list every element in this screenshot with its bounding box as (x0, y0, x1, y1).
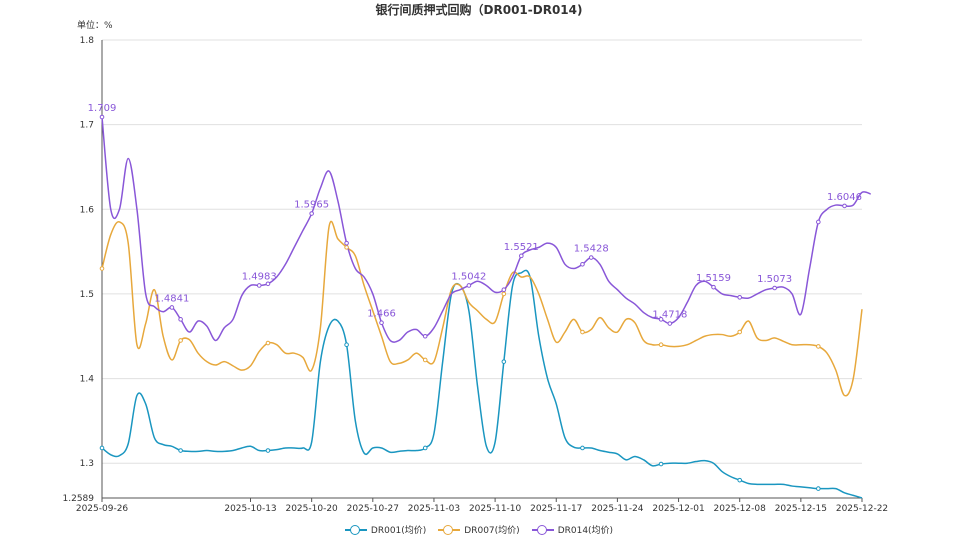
data-point (344, 240, 349, 246)
data-label: 1.5521 (504, 242, 539, 253)
data-label: 1.5428 (574, 244, 609, 255)
x-tick-label: 2025-12-22 (836, 504, 888, 514)
x-tick-label: 2025-11-10 (469, 504, 522, 514)
data-point (99, 266, 105, 271)
data-point (519, 253, 524, 259)
data-point (658, 317, 664, 322)
data-point (344, 342, 349, 348)
data-point (580, 262, 585, 267)
x-tick-label: 2025-09-26 (76, 504, 129, 514)
data-label: 1.5042 (451, 271, 486, 282)
data-label: 1.5159 (696, 273, 731, 284)
legend: DR001(均价) DR007(均价) DR014(均价) (0, 523, 958, 538)
data-point (816, 219, 821, 225)
data-label: 1.6046 (827, 192, 862, 203)
data-point (379, 320, 384, 326)
x-tick-label: 2025-12-01 (652, 504, 704, 514)
data-labels: 1.709 1.4841 1.4983 1.5965 1.466 1.5042 1.5521… (88, 103, 862, 321)
data-point (501, 287, 507, 292)
y-tick-label: 1.2589 (63, 494, 95, 504)
data-label: 1.4718 (652, 310, 687, 321)
x-tick-label: 2025-10-13 (224, 504, 276, 514)
data-point (265, 281, 271, 287)
chart-title: 银行间质押式回购（DR001-DR014) (375, 3, 583, 17)
x-tick-label: 2025-11-17 (530, 504, 582, 514)
data-point (816, 486, 821, 491)
series-line-1 (101, 269, 863, 499)
series-lines (101, 116, 871, 499)
legend-item[interactable]: DR014(均价) (531, 523, 614, 536)
x-tick-label: 2025-11-24 (591, 504, 644, 514)
legend-swatch-icon (531, 524, 554, 535)
data-point (178, 338, 183, 343)
data-point (178, 448, 183, 453)
data-point (580, 329, 585, 335)
data-point (737, 329, 743, 335)
data-point (169, 305, 175, 310)
data-point (580, 445, 585, 451)
y-tick-label: 1.8 (80, 36, 95, 46)
series-line-2 (101, 220, 863, 397)
grid-lines (102, 39, 862, 499)
legend-swatch-icon (344, 524, 367, 535)
data-point (99, 114, 105, 120)
data-point (816, 344, 821, 349)
x-tick-label: 2025-10-27 (347, 504, 399, 514)
data-point (588, 255, 594, 260)
data-point (256, 283, 262, 288)
series-points (99, 114, 847, 491)
x-tick-label: 2025-12-08 (714, 504, 767, 514)
y-tick-label: 1.3 (80, 459, 94, 469)
legend-label: DR014(均价) (557, 526, 614, 536)
data-label: 1.5073 (757, 274, 792, 285)
data-label: 1.4983 (242, 271, 277, 282)
x-tick-label: 2025-12-15 (775, 504, 827, 514)
data-label: 1.5965 (294, 200, 329, 211)
data-point (265, 340, 271, 346)
data-point (842, 203, 847, 209)
data-point (422, 357, 428, 363)
data-point (737, 477, 743, 483)
data-point (466, 283, 472, 288)
data-point (772, 285, 777, 291)
unit-label: 单位：% (77, 21, 113, 31)
data-label: 1.709 (88, 103, 117, 114)
y-tick-label: 1.6 (80, 205, 95, 215)
axes: 1.2589 1.3 1.4 1.5 1.6 1.7 1.8 2025-09-26 2025-1… (63, 36, 889, 514)
data-label: 1.466 (367, 309, 396, 320)
data-point (501, 291, 507, 297)
data-point (265, 448, 271, 453)
y-tick-label: 1.5 (80, 290, 94, 300)
data-point (501, 359, 507, 364)
legend-item[interactable]: DR007(均价) (438, 523, 520, 536)
data-point (422, 445, 428, 451)
data-point (658, 342, 664, 348)
data-point (309, 211, 314, 216)
legend-label: DR001(均价) (370, 526, 427, 536)
series-line-3 (101, 116, 871, 343)
y-tick-label: 1.4 (80, 375, 95, 385)
legend-item[interactable]: DR001(均价) (344, 523, 427, 536)
data-point (737, 295, 743, 300)
y-tick-label: 1.7 (80, 121, 94, 131)
legend-label: DR007(均价) (464, 526, 520, 536)
data-point (344, 245, 349, 250)
data-point (99, 445, 105, 451)
data-point (422, 333, 428, 339)
x-tick-label: 2025-11-03 (408, 504, 460, 514)
data-point (711, 284, 716, 290)
x-tick-label: 2025-10-20 (285, 504, 338, 514)
legend-swatch-icon (438, 524, 461, 535)
data-point (658, 461, 664, 467)
data-label: 1.4841 (154, 293, 189, 304)
data-point (667, 321, 673, 326)
data-point (178, 317, 183, 322)
